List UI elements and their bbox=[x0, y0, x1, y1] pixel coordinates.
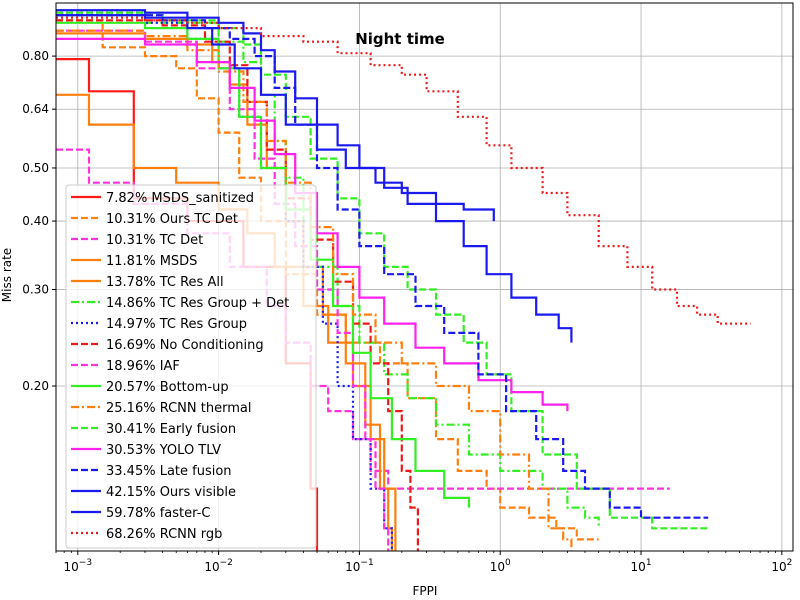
x-tick-label: 10−1 bbox=[345, 558, 374, 574]
x-tick-label: 102 bbox=[771, 558, 792, 574]
legend-box bbox=[65, 184, 317, 549]
series-line bbox=[56, 14, 495, 222]
legend-label: 14.86% TC Res Group + Det bbox=[106, 296, 289, 311]
x-tick-label: 100 bbox=[490, 558, 511, 574]
legend-label: 20.57% Bottom-up bbox=[106, 380, 229, 395]
legend-label: 16.69% No Conditioning bbox=[106, 338, 264, 353]
y-tick-label: 0.30 bbox=[22, 283, 49, 297]
y-tick-label: 0.50 bbox=[22, 161, 49, 175]
legend-label: 11.81% MSDS bbox=[106, 254, 197, 269]
legend-label: 25.16% RCNN thermal bbox=[106, 401, 251, 416]
series-line bbox=[56, 11, 709, 530]
y-tick-label: 0.40 bbox=[22, 214, 49, 228]
legend-label: 68.26% RCNN rgb bbox=[106, 527, 222, 542]
legend-label: 59.78% faster-C bbox=[106, 506, 210, 521]
legend-label: 13.78% TC Res All bbox=[106, 275, 224, 290]
legend-label: 42.15% Ours visible bbox=[106, 485, 236, 500]
legend-label: 14.97% TC Res Group bbox=[106, 317, 247, 332]
x-tick-label: 10−2 bbox=[204, 558, 233, 574]
legend-label: 30.41% Early fusion bbox=[106, 422, 236, 437]
x-tick-label: 101 bbox=[631, 558, 652, 574]
series-line bbox=[56, 9, 573, 343]
x-axis-label: FPPI bbox=[413, 584, 438, 598]
axes-frame bbox=[55, 2, 794, 552]
ticks: 10−3 10−2 10−1 100 101 102 0.20 0.30 0.40 0.50 0.6… bbox=[22, 49, 792, 574]
legend-label: 33.45% Late fusion bbox=[106, 464, 232, 479]
chart-title: Night time bbox=[355, 30, 445, 48]
legend-label: 30.53% YOLO TLV bbox=[106, 443, 221, 458]
axes bbox=[55, 2, 794, 552]
series-line bbox=[56, 16, 751, 325]
legend-label: 10.31% TC Det bbox=[106, 233, 203, 248]
series-line bbox=[56, 19, 599, 541]
legend: 7.82% MSDS_sanitized 10.31% Ours TC Det 10… bbox=[65, 184, 317, 549]
x-tick-label: 10−3 bbox=[64, 558, 93, 574]
legend-label: 10.31% Ours TC Det bbox=[106, 212, 238, 227]
series-line bbox=[56, 14, 600, 529]
y-axis-label: Miss rate bbox=[0, 248, 14, 302]
series-line bbox=[56, 29, 390, 551]
y-tick-label: 0.20 bbox=[22, 379, 49, 393]
series-line bbox=[56, 14, 709, 519]
series-line bbox=[56, 37, 569, 412]
series-line bbox=[56, 29, 573, 551]
legend-label: 18.96% IAF bbox=[106, 359, 180, 374]
y-tick-label: 0.80 bbox=[22, 49, 49, 63]
legend-label: 7.82% MSDS_sanitized bbox=[106, 191, 254, 206]
y-tick-label: 0.64 bbox=[22, 102, 49, 116]
